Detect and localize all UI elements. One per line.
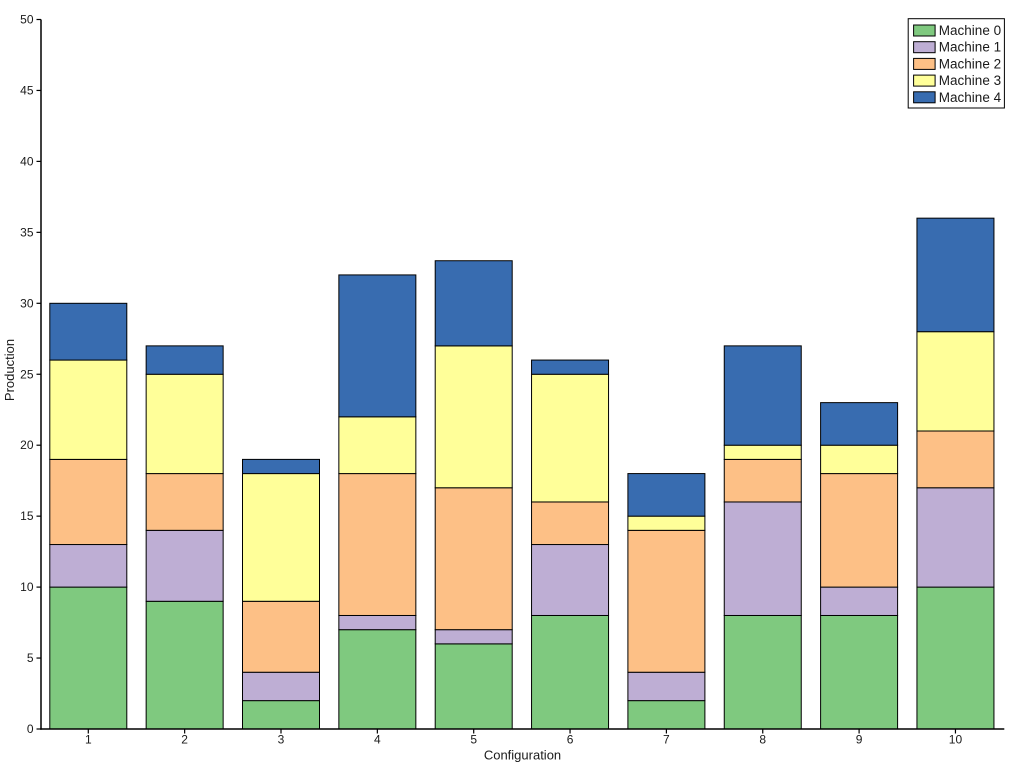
svg-text:0: 0 (27, 722, 34, 736)
svg-text:40: 40 (20, 154, 34, 168)
svg-text:50: 50 (20, 13, 34, 27)
svg-text:8: 8 (759, 733, 766, 747)
svg-text:10: 10 (949, 733, 963, 747)
svg-text:Configuration: Configuration (484, 748, 561, 763)
svg-text:Production: Production (2, 339, 17, 401)
svg-text:1: 1 (85, 733, 92, 747)
svg-text:2: 2 (181, 733, 188, 747)
svg-text:Machine 3: Machine 3 (939, 73, 1001, 88)
svg-text:Machine 2: Machine 2 (939, 56, 1001, 71)
svg-text:9: 9 (856, 733, 863, 747)
svg-text:45: 45 (20, 83, 34, 97)
svg-text:Machine 1: Machine 1 (939, 40, 1001, 55)
svg-text:5: 5 (470, 733, 477, 747)
svg-text:Machine 4: Machine 4 (939, 90, 1002, 105)
svg-text:4: 4 (374, 733, 381, 747)
svg-text:7: 7 (663, 733, 670, 747)
svg-text:Machine 0: Machine 0 (939, 23, 1001, 38)
svg-text:3: 3 (278, 733, 285, 747)
svg-text:15: 15 (20, 509, 34, 523)
svg-text:6: 6 (567, 733, 574, 747)
svg-text:10: 10 (20, 580, 34, 594)
svg-text:20: 20 (20, 438, 34, 452)
svg-text:30: 30 (20, 296, 34, 310)
svg-text:35: 35 (20, 225, 34, 239)
svg-text:5: 5 (27, 651, 34, 665)
svg-text:25: 25 (20, 367, 34, 381)
